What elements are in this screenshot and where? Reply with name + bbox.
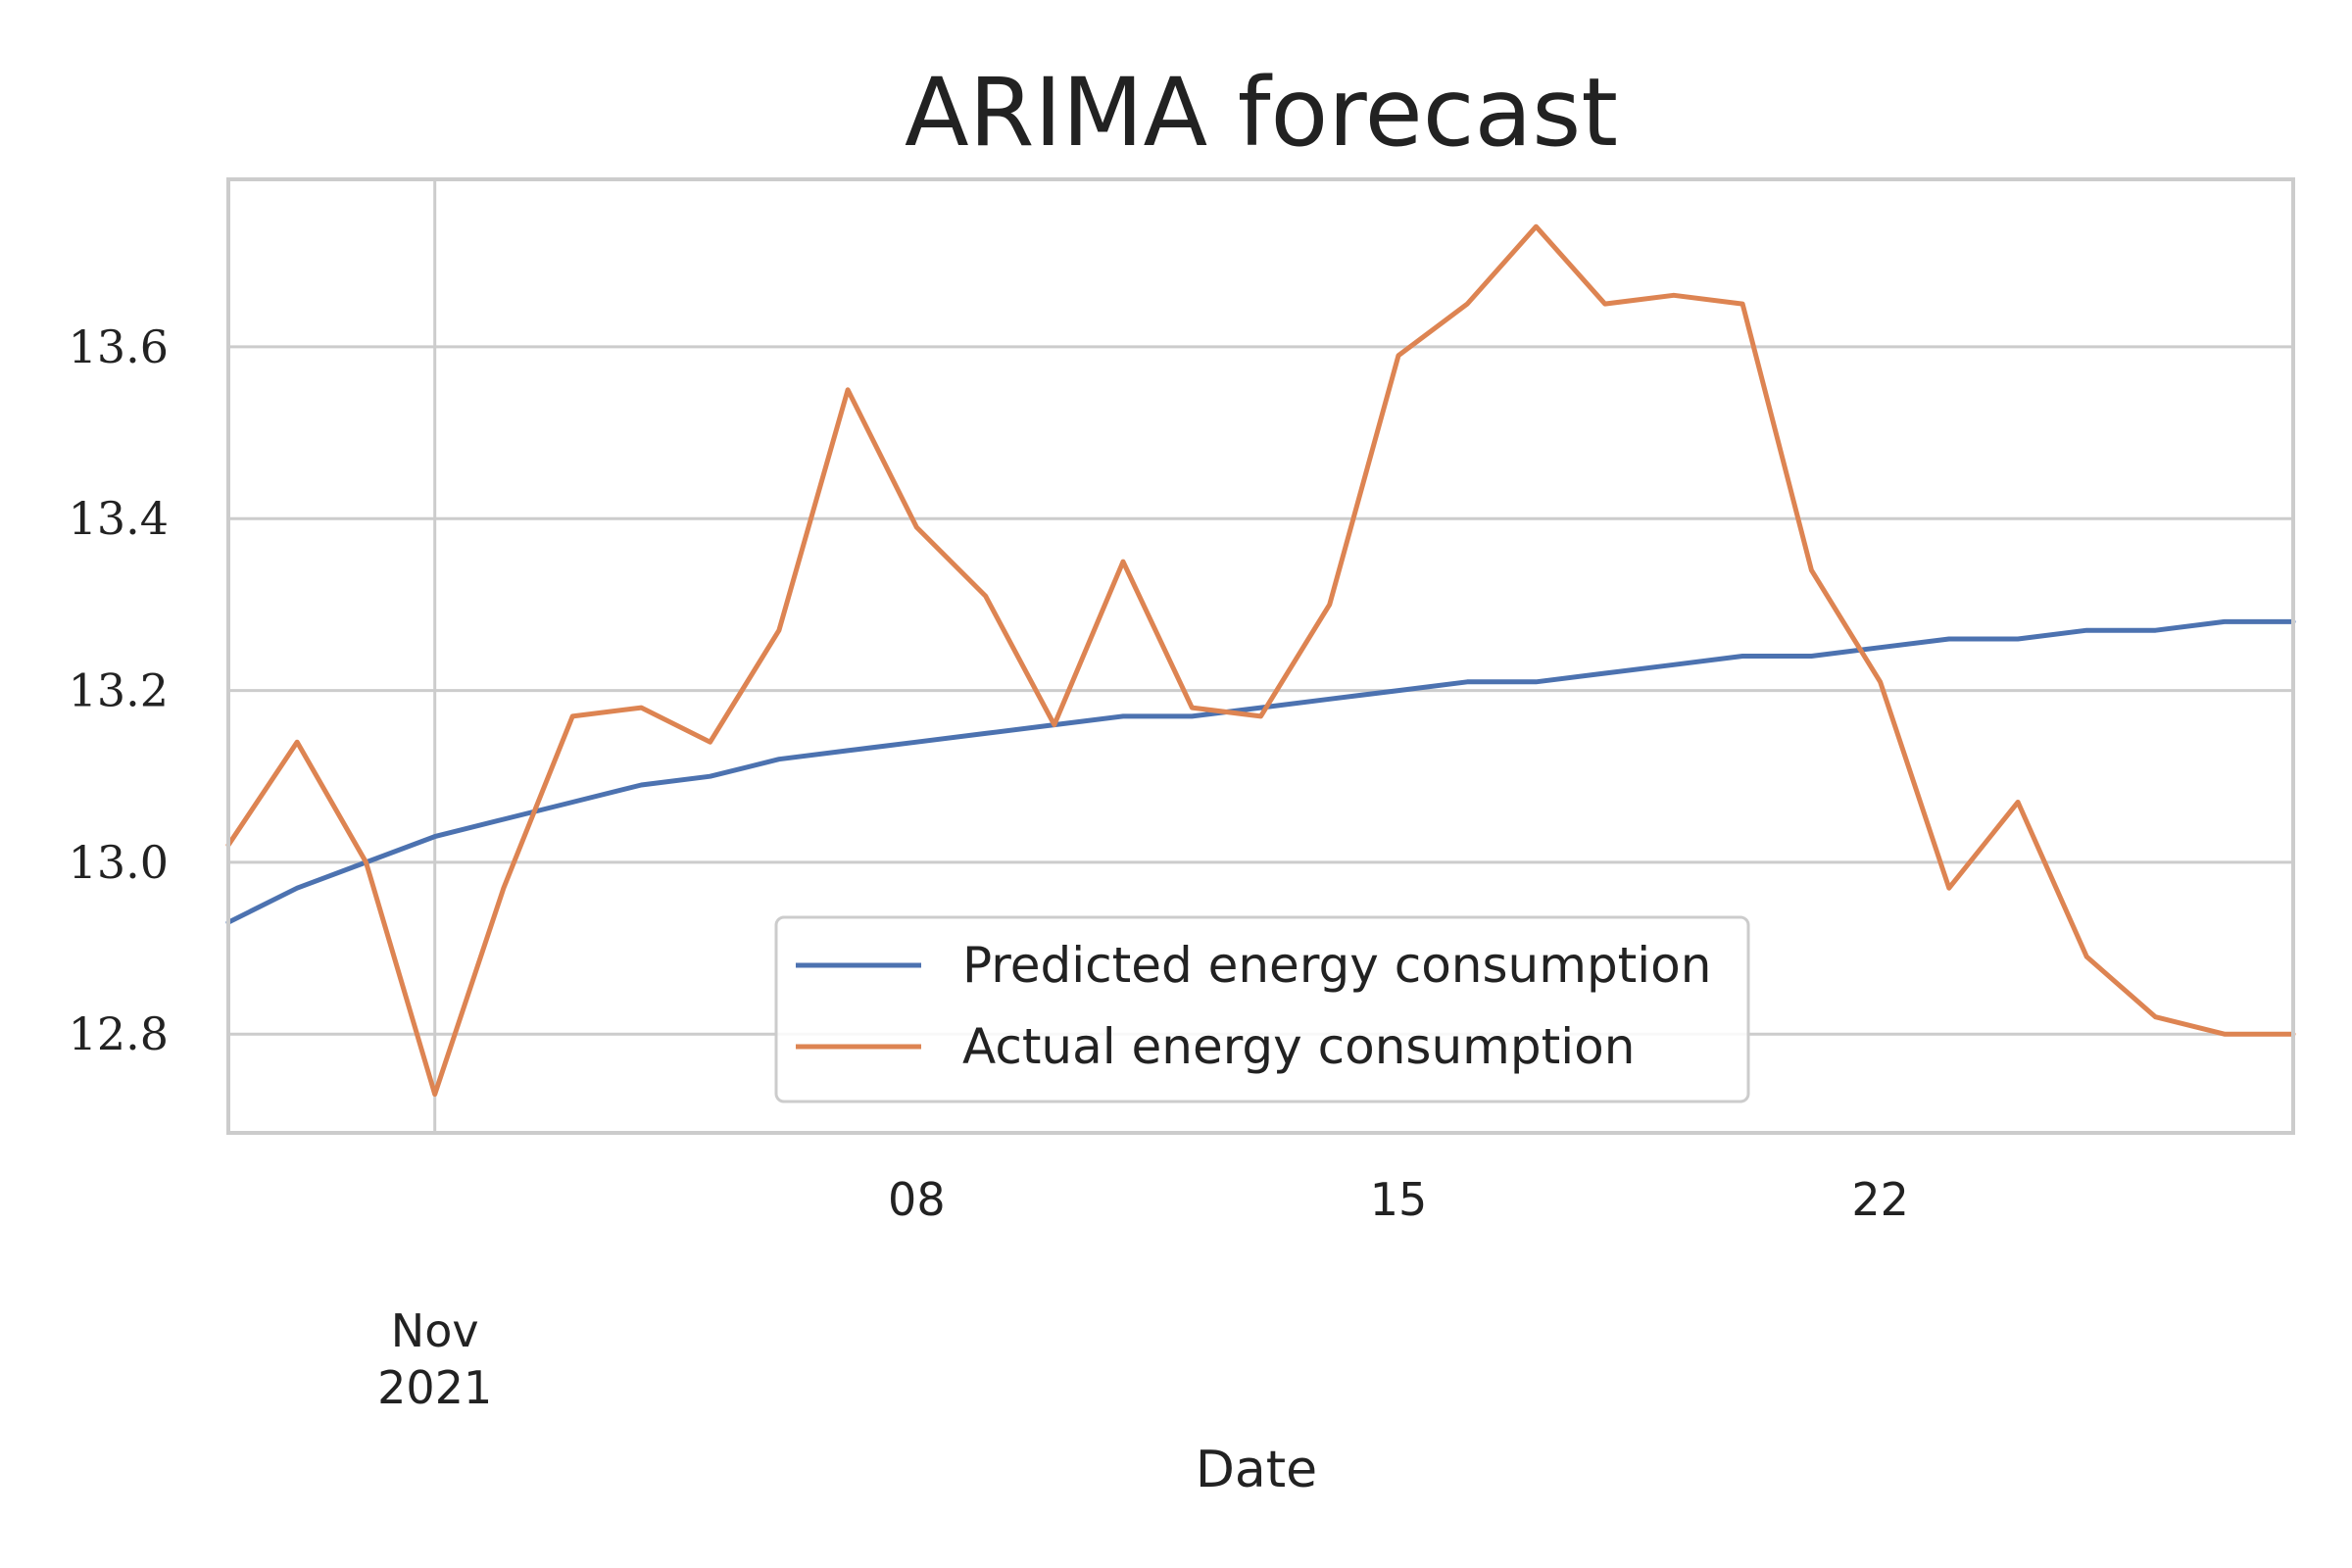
series-layer — [225, 223, 2296, 1098]
x-tick-label: 22 — [1851, 1173, 1909, 1226]
x-tick-label: Nov — [391, 1304, 479, 1357]
x-tick-sublabel: 2021 — [377, 1361, 492, 1414]
x-tick-label: 08 — [888, 1173, 946, 1226]
plot-frame — [226, 177, 2295, 1135]
y-axis-ticks: 12.8 13.0 13.2 13.4 13.6 — [69, 320, 169, 1060]
legend-label-predicted: Predicted energy consumption — [962, 937, 1711, 994]
series-line-predicted — [225, 618, 2296, 925]
chart-title: ARIMA forecast — [905, 58, 1618, 168]
x-tick-label: 15 — [1370, 1173, 1428, 1226]
legend: Predicted energy consumption Actual ener… — [774, 915, 1750, 1103]
y-tick-label: 13.6 — [69, 320, 169, 373]
y-tick-label: 13.4 — [69, 492, 169, 545]
y-tick-label: 12.8 — [69, 1007, 169, 1060]
legend-label-actual: Actual energy consumption — [962, 1018, 1635, 1075]
y-tick-label: 13.2 — [69, 664, 169, 717]
grid — [228, 179, 2293, 1133]
series-line-actual — [225, 223, 2296, 1098]
y-tick-label: 13.0 — [69, 836, 169, 889]
x-axis-label: Date — [1196, 1441, 1317, 1499]
legend-box — [774, 915, 1750, 1103]
